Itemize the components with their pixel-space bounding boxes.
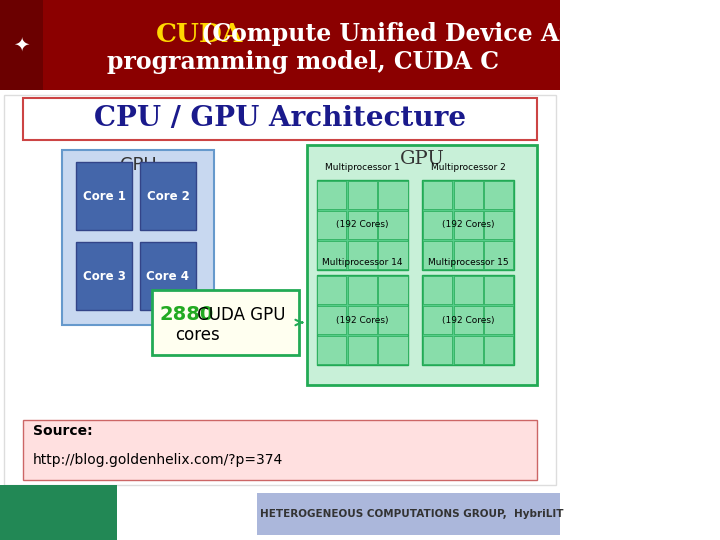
FancyBboxPatch shape	[0, 0, 42, 90]
Text: (192 Cores): (192 Cores)	[442, 315, 495, 325]
FancyBboxPatch shape	[454, 306, 482, 334]
FancyBboxPatch shape	[140, 242, 196, 310]
Text: Core 4: Core 4	[146, 269, 189, 282]
FancyBboxPatch shape	[379, 336, 408, 364]
FancyBboxPatch shape	[318, 336, 346, 364]
Text: CUDA: CUDA	[156, 22, 243, 46]
FancyBboxPatch shape	[348, 181, 377, 209]
FancyBboxPatch shape	[485, 181, 513, 209]
FancyBboxPatch shape	[485, 336, 513, 364]
FancyBboxPatch shape	[317, 180, 408, 270]
Text: Core 1: Core 1	[83, 190, 126, 202]
FancyBboxPatch shape	[76, 242, 132, 310]
FancyBboxPatch shape	[454, 241, 482, 269]
Text: .: .	[359, 273, 365, 292]
FancyBboxPatch shape	[318, 181, 346, 209]
Text: Multiprocessor 2: Multiprocessor 2	[431, 163, 505, 172]
FancyArrowPatch shape	[295, 320, 302, 325]
Text: (192 Cores): (192 Cores)	[442, 220, 495, 230]
FancyBboxPatch shape	[76, 162, 132, 230]
FancyBboxPatch shape	[423, 181, 452, 209]
FancyBboxPatch shape	[454, 181, 482, 209]
FancyBboxPatch shape	[379, 306, 408, 334]
FancyBboxPatch shape	[318, 241, 346, 269]
FancyBboxPatch shape	[318, 211, 346, 239]
Text: (Compute Unified Device Architecture): (Compute Unified Device Architecture)	[193, 22, 719, 46]
FancyBboxPatch shape	[379, 241, 408, 269]
Text: cores: cores	[175, 326, 220, 344]
FancyBboxPatch shape	[485, 241, 513, 269]
Text: Multiprocessor 1: Multiprocessor 1	[325, 163, 400, 172]
FancyBboxPatch shape	[348, 276, 377, 304]
FancyBboxPatch shape	[454, 211, 482, 239]
FancyBboxPatch shape	[423, 211, 452, 239]
FancyBboxPatch shape	[348, 211, 377, 239]
FancyBboxPatch shape	[23, 420, 536, 480]
FancyBboxPatch shape	[454, 276, 482, 304]
Text: (192 Cores): (192 Cores)	[336, 315, 389, 325]
Text: GPU: GPU	[400, 150, 444, 168]
FancyBboxPatch shape	[0, 485, 117, 540]
FancyBboxPatch shape	[0, 0, 560, 90]
FancyBboxPatch shape	[307, 145, 536, 385]
Text: 2880: 2880	[159, 306, 214, 325]
FancyBboxPatch shape	[423, 306, 452, 334]
FancyBboxPatch shape	[423, 336, 452, 364]
Text: CUDA GPU: CUDA GPU	[192, 306, 286, 324]
FancyBboxPatch shape	[422, 275, 514, 365]
FancyBboxPatch shape	[423, 241, 452, 269]
Text: Core 3: Core 3	[83, 269, 126, 282]
FancyBboxPatch shape	[318, 306, 346, 334]
FancyBboxPatch shape	[4, 95, 556, 485]
FancyBboxPatch shape	[348, 241, 377, 269]
FancyBboxPatch shape	[485, 306, 513, 334]
FancyBboxPatch shape	[152, 290, 300, 355]
FancyBboxPatch shape	[422, 180, 514, 270]
Text: http://blog.goldenhelix.com/?p=374: http://blog.goldenhelix.com/?p=374	[32, 453, 283, 467]
FancyBboxPatch shape	[379, 211, 408, 239]
Text: Source:: Source:	[32, 424, 92, 438]
FancyBboxPatch shape	[317, 275, 408, 365]
Text: ✦: ✦	[13, 36, 30, 55]
Text: (192 Cores): (192 Cores)	[336, 220, 389, 230]
Text: HETEROGENEOUS COMPUTATIONS GROUP,  HybriLIT: HETEROGENEOUS COMPUTATIONS GROUP, HybriL…	[261, 509, 564, 519]
Text: Multiprocessor 14: Multiprocessor 14	[322, 258, 402, 267]
Text: CPU: CPU	[120, 156, 156, 174]
FancyBboxPatch shape	[454, 336, 482, 364]
FancyBboxPatch shape	[379, 181, 408, 209]
FancyBboxPatch shape	[348, 336, 377, 364]
FancyBboxPatch shape	[485, 276, 513, 304]
FancyBboxPatch shape	[348, 306, 377, 334]
FancyBboxPatch shape	[379, 276, 408, 304]
FancyBboxPatch shape	[256, 493, 564, 535]
FancyBboxPatch shape	[318, 276, 346, 304]
Text: .: .	[464, 273, 470, 292]
FancyBboxPatch shape	[23, 98, 536, 140]
FancyBboxPatch shape	[485, 211, 513, 239]
FancyBboxPatch shape	[62, 150, 214, 325]
Text: .: .	[464, 284, 470, 302]
Text: CPU / GPU Architecture: CPU / GPU Architecture	[94, 105, 466, 132]
FancyBboxPatch shape	[423, 276, 452, 304]
Text: Core 2: Core 2	[147, 190, 189, 202]
Text: .: .	[359, 284, 365, 302]
Text: Multiprocessor 15: Multiprocessor 15	[428, 258, 508, 267]
Text: programming model, CUDA C: programming model, CUDA C	[107, 50, 499, 74]
FancyBboxPatch shape	[140, 162, 196, 230]
